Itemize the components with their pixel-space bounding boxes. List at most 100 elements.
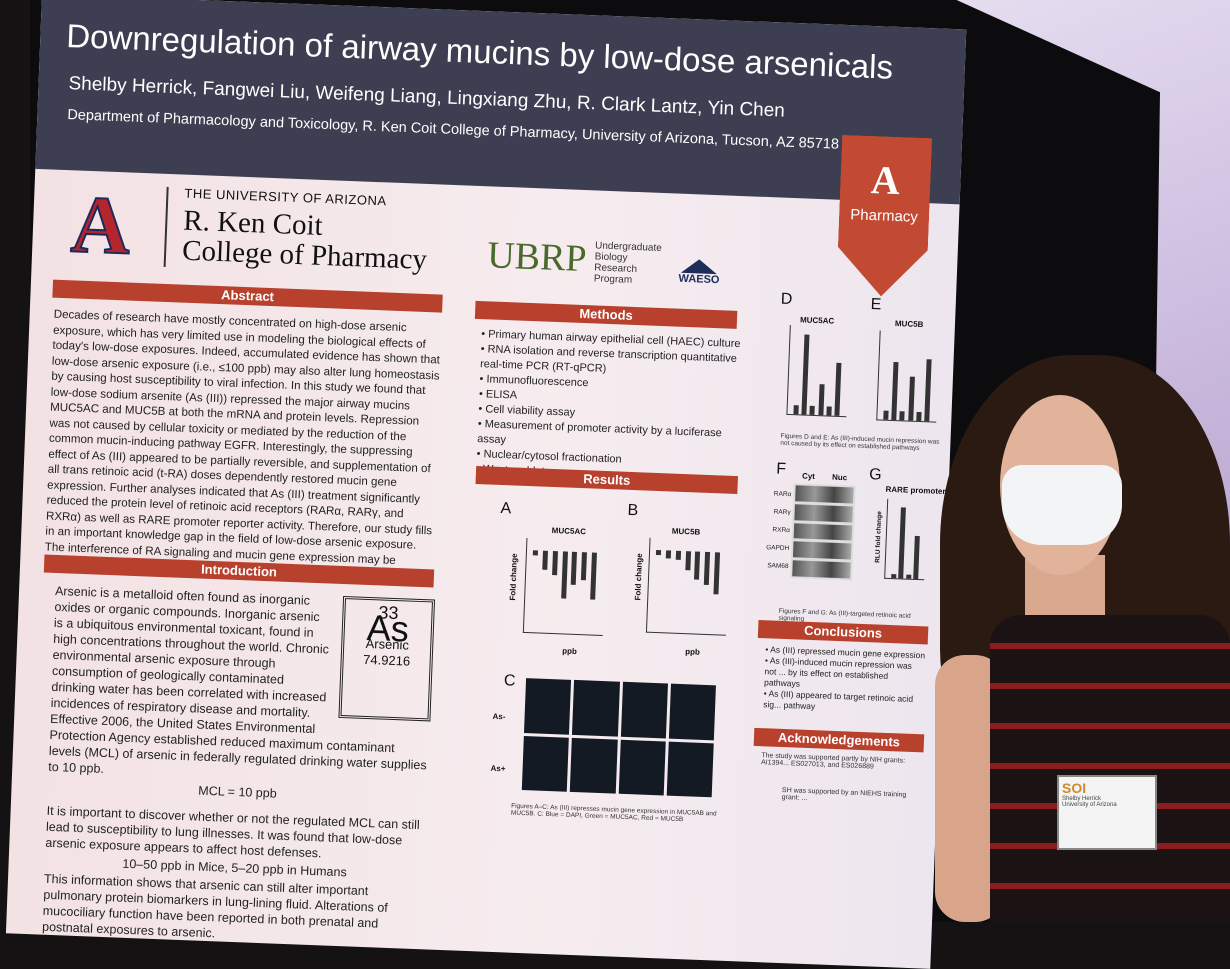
periodic-element-arsenic: 33 As Arsenic 74.9216 [338, 596, 436, 722]
poster-title: Downregulation of airway mucins by low-d… [65, 16, 894, 86]
pharmacy-badge: A Pharmacy [836, 135, 932, 298]
methods-heading: Methods [474, 300, 738, 329]
ua-logo-icon: A [870, 156, 901, 204]
fig-a-chart [522, 537, 607, 636]
figure-bar [704, 551, 711, 585]
college-line2: College of Pharmacy [181, 234, 428, 276]
ua-logo: A [68, 177, 133, 272]
figure-bar [834, 362, 842, 416]
fig-f-row: SAM68 [767, 562, 789, 571]
figure-bar [655, 549, 662, 555]
fig-c-row2-label: As+ [490, 763, 506, 774]
figure-bar [684, 551, 691, 571]
micrograph [668, 683, 716, 740]
presenter: SOI Shelby Herrick University of Arizona [930, 355, 1230, 922]
figure-bar [905, 574, 911, 579]
figure-bar [801, 334, 810, 415]
fig-e-title: MUC5B [894, 318, 924, 330]
intro-paragraph-3: This information shows that arsenic can … [41, 871, 389, 941]
figure-bar [912, 535, 920, 580]
fig-e-label: E [870, 296, 882, 314]
fig-g-label: G [868, 466, 882, 484]
figure-bar [899, 411, 905, 421]
figure-bar [809, 405, 816, 415]
waeso-logo: WAESO [678, 258, 720, 286]
figure-bar [590, 552, 598, 600]
abstract-heading: Abstract [52, 279, 443, 313]
badge-logo: SOI [1062, 780, 1087, 796]
figure-bar [551, 551, 558, 575]
fig-g-chart [884, 498, 928, 581]
figure-bar [826, 406, 832, 416]
fig-a-ylabel: Fold change [508, 553, 519, 601]
acknowledgements-text: The study was supported partly by NIH gr… [760, 752, 906, 771]
atomic-mass: 74.9216 [362, 651, 411, 669]
blot-band [792, 560, 851, 579]
fig-b-ylabel: Fold change [633, 553, 645, 601]
fig-b-chart [645, 537, 730, 636]
fig-f-row: RARα [773, 490, 792, 498]
fig-f-col: Cyt [801, 471, 816, 482]
name-badge: SOI Shelby Herrick University of Arizona [1057, 775, 1157, 850]
fig-a-label: A [500, 499, 512, 518]
fig-a-xlabel: ppb [561, 646, 577, 657]
blot-band [795, 485, 854, 504]
figure-bar [817, 383, 825, 416]
research-poster: Downregulation of airway mucins by low-d… [5, 0, 967, 969]
badge-affiliation: University of Arizona [1062, 802, 1117, 808]
fig-c-label: C [503, 672, 516, 690]
figure-bar [713, 552, 721, 595]
micrograph [572, 679, 620, 737]
micrograph [521, 735, 570, 792]
figure-bar [542, 550, 548, 570]
figure-bar [675, 550, 681, 561]
fig-b-xlabel: ppb [685, 647, 701, 657]
micrograph [570, 737, 618, 794]
conclusions-list: As (III) repressed mucin gene expression… [763, 644, 925, 716]
figure-bar [581, 552, 588, 581]
fig-de-caption: Figures D and E: As (III)-induced mucin … [780, 432, 940, 453]
fig-f-row-labels: RARα RARγ RXRα GAPDH SAM68 [756, 484, 791, 576]
figure-bar [532, 550, 539, 556]
figure-bar [883, 410, 889, 420]
blot-band [793, 522, 853, 541]
methods-list: Primary human airway epithelial cell (HA… [476, 327, 742, 487]
fig-f-row: RXRα [772, 526, 791, 535]
western-blot [790, 483, 856, 581]
figure-bar [898, 507, 907, 579]
fig-f-col: Nuc [831, 472, 848, 483]
abstract-text: Decades of research have mostly concentr… [44, 307, 441, 583]
micrograph [618, 739, 666, 796]
fluorescence-image-grid [521, 678, 716, 798]
acknowledgements-training: SH was supported by an NIEHS training gr… [781, 786, 907, 802]
figure-bar [560, 551, 568, 599]
fig-f-row: GAPDH [766, 544, 790, 553]
fig-c-row1-label: As- [492, 711, 506, 722]
introduction-body: 33 As Arsenic 74.9216 Arsenic is a metal… [41, 583, 436, 949]
face-mask [1002, 465, 1122, 545]
fig-g-ylabel: RLU fold change [874, 511, 884, 563]
fig-b-label: B [627, 501, 639, 520]
figure-bar [891, 574, 897, 579]
poster-header: Downregulation of airway mucins by low-d… [35, 0, 967, 205]
blot-band [794, 504, 853, 523]
college-name: R. Ken Coit College of Pharmacy [181, 205, 429, 276]
fig-f-label: F [775, 460, 787, 478]
micrograph [666, 741, 714, 798]
figure-bar [793, 405, 799, 415]
ubrp-logo: UBRP Undergraduate Biology Research Prog… [486, 233, 662, 287]
badge-name: Shelby Herrick [1062, 796, 1102, 802]
figure-bar [907, 376, 915, 421]
micrograph [620, 681, 668, 738]
fig-c-caption: Figures A–C: As (III) represses mucin ge… [510, 802, 717, 824]
fig-d-label: D [780, 290, 793, 309]
presenter-shirt [990, 615, 1230, 922]
fig-f-row: RARγ [773, 508, 791, 516]
micrograph [524, 678, 572, 735]
ubrp-subtitle: Undergraduate Biology Research Program [593, 240, 662, 287]
blot-band [792, 541, 852, 560]
figure-bar [665, 550, 671, 559]
figure-bar [571, 551, 578, 585]
figure-bar [891, 362, 899, 421]
ubrp-name: UBRP [486, 234, 586, 281]
